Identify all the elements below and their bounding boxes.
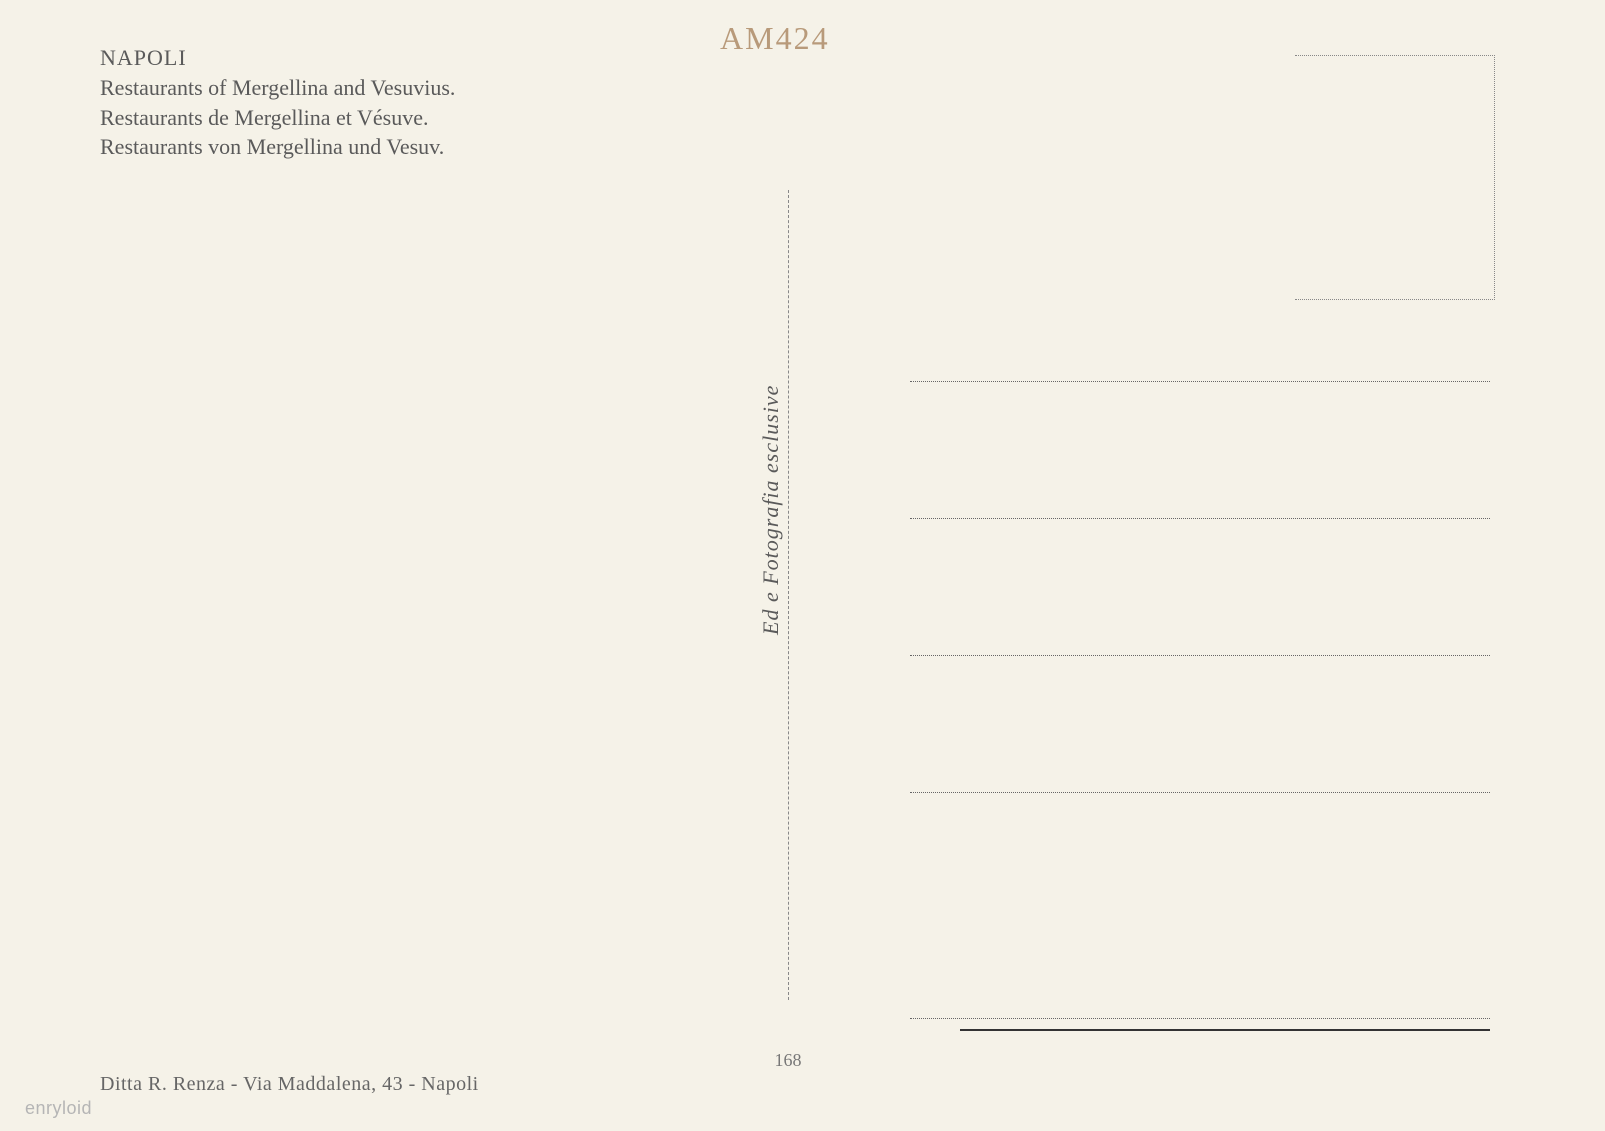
copyright-vertical-text: Ed e Fotografia esclusive [758, 310, 784, 710]
center-divider [788, 190, 789, 1000]
handwritten-code: AM424 [720, 20, 830, 57]
address-lines-block [910, 380, 1490, 793]
address-line [910, 517, 1490, 519]
subtitle-german: Restaurants von Mergellina und Vesuv. [100, 132, 455, 162]
postcard-back: NAPOLI Restaurants of Mergellina and Ves… [0, 0, 1605, 1131]
bottom-lines-block [910, 1017, 1490, 1031]
publisher-info: Ditta R. Renza - Via Maddalena, 43 - Nap… [100, 1073, 479, 1096]
header-block: NAPOLI Restaurants of Mergellina and Ves… [100, 45, 455, 162]
stamp-placeholder [1295, 55, 1495, 300]
address-line [910, 791, 1490, 793]
watermark: enryloid [25, 1098, 92, 1119]
subtitle-french: Restaurants de Mergellina et Vésuve. [100, 103, 455, 133]
bottom-dotted-line [910, 1017, 1490, 1019]
card-number: 168 [775, 1050, 802, 1071]
address-line [910, 654, 1490, 656]
bottom-solid-line [960, 1029, 1490, 1031]
address-line [910, 380, 1490, 382]
subtitle-english: Restaurants of Mergellina and Vesuvius. [100, 73, 455, 103]
city-title: NAPOLI [100, 45, 455, 71]
